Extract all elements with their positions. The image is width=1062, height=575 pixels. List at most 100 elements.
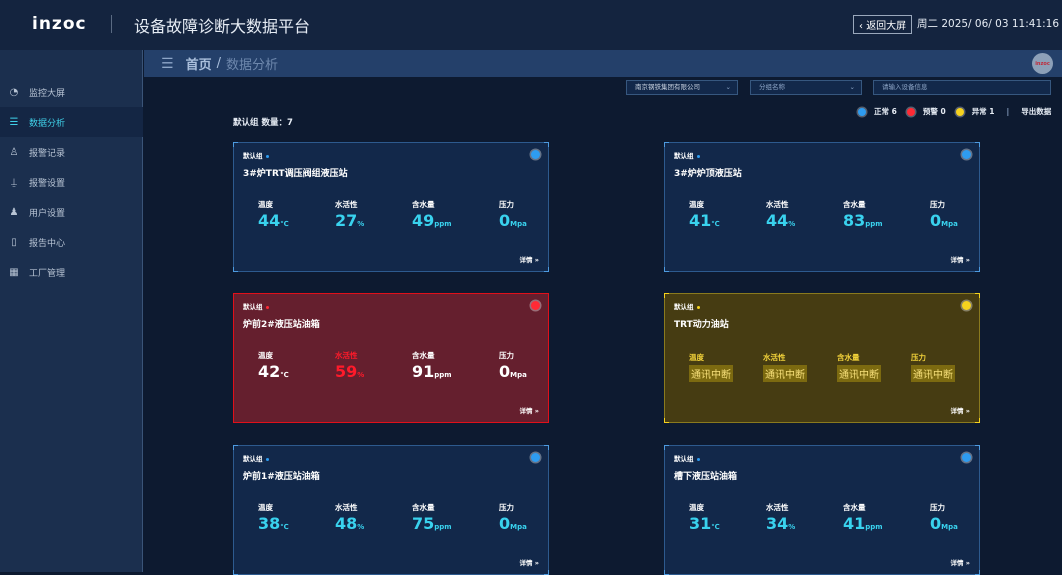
- metric: 温度 44℃: [258, 199, 338, 230]
- metric-unit: ppm: [434, 523, 452, 531]
- user-icon: ♟: [9, 206, 19, 218]
- device-card[interactable]: 默认组 槽下液压站油箱 温度 31℃ 水活性 34% 含水量 41ppm 压力 …: [664, 445, 980, 575]
- breadcrumb-home[interactable]: 首页: [185, 58, 212, 73]
- legend-warning: 预警 0: [922, 107, 946, 116]
- details-link[interactable]: 详情 »: [950, 559, 970, 567]
- avatar[interactable]: inzoc: [1032, 53, 1053, 74]
- metric: 含水量 49ppm: [412, 199, 492, 230]
- metric-unit: ℃: [711, 523, 720, 531]
- metric-value: 0Mpa: [499, 211, 527, 230]
- corner-decoration: [544, 445, 549, 450]
- details-link[interactable]: 详情 »: [519, 559, 539, 567]
- sidebar-item-3[interactable]: ⍊ 报警设置: [0, 167, 143, 197]
- metric: 温度 38℃: [258, 502, 338, 533]
- device-card[interactable]: 默认组 炉前1#液压站油箱 温度 38℃ 水活性 48% 含水量 75ppm 压…: [233, 445, 549, 575]
- metric-unit: %: [357, 220, 365, 228]
- device-search-input[interactable]: 请输入设备信息: [873, 80, 1051, 95]
- sidebar-item-6[interactable]: ▦ 工厂管理: [0, 257, 143, 287]
- export-data-button[interactable]: 导出数据: [1021, 107, 1052, 116]
- metric-value: 通讯中断: [911, 365, 955, 382]
- corner-decoration: [233, 418, 238, 423]
- status-dot-icon: [531, 453, 540, 462]
- dashboard-icon: ◔: [9, 86, 19, 98]
- metric-label: 水活性: [763, 353, 786, 362]
- metric-unit: ℃: [280, 523, 289, 531]
- metric-unit: Mpa: [510, 371, 527, 379]
- company-value: 南京钢铁集团有限公司: [635, 83, 700, 91]
- metric: 压力 0Mpa: [499, 199, 579, 230]
- sidebar-item-5[interactable]: ▯ 报告中心: [0, 227, 143, 257]
- metric: 含水量 通讯中断: [837, 352, 917, 382]
- metric-label: 水活性: [335, 503, 358, 512]
- metric: 水活性 34%: [766, 502, 846, 533]
- device-card[interactable]: 默认组 炉前2#液压站油箱 温度 42℃ 水活性 59% 含水量 91ppm 压…: [233, 293, 549, 423]
- sidebar-item-1[interactable]: ☰ 数据分析: [0, 107, 143, 137]
- details-link[interactable]: 详情 »: [519, 256, 539, 264]
- report-icon: ▯: [11, 236, 17, 248]
- chevron-down-icon: ⌄: [849, 83, 855, 91]
- details-link[interactable]: 详情 »: [950, 256, 970, 264]
- details-link[interactable]: 详情 »: [519, 407, 539, 415]
- metric-label: 压力: [930, 200, 945, 209]
- metric-label: 含水量: [412, 503, 435, 512]
- datetime: 周二 2025/ 06/ 03 11:41:16: [917, 18, 1060, 30]
- status-dot-icon: [531, 301, 540, 310]
- sidebar-item-4[interactable]: ♟ 用户设置: [0, 197, 143, 227]
- metric-value: 通讯中断: [689, 365, 733, 382]
- header-divider: [111, 15, 112, 33]
- metric-unit: ppm: [865, 220, 883, 228]
- back-label: 返回大屏: [866, 21, 907, 32]
- metric: 温度 通讯中断: [689, 352, 769, 382]
- metric-unit: Mpa: [510, 220, 527, 228]
- back-to-dashboard-button[interactable]: ‹ 返回大屏: [853, 15, 913, 34]
- metric-unit: ppm: [865, 523, 883, 531]
- analysis-icon: ☰: [9, 116, 19, 128]
- metric-unit: %: [357, 371, 365, 379]
- legend-normal: 正常 6: [874, 107, 897, 116]
- group-label: 默认组: [674, 150, 700, 160]
- corner-decoration: [544, 570, 549, 575]
- metric-label: 温度: [689, 200, 704, 209]
- company-select[interactable]: 南京钢铁集团有限公司 ⌄: [626, 80, 738, 95]
- device-card[interactable]: 默认组 3#炉炉顶液压站 温度 41℃ 水活性 44% 含水量 83ppm 压力…: [664, 142, 980, 272]
- corner-decoration: [664, 445, 669, 450]
- metric-label: 含水量: [412, 200, 435, 209]
- metric-value: 41℃: [689, 211, 720, 230]
- menu-collapse-icon[interactable]: ☰: [161, 55, 174, 72]
- sidebar-item-0[interactable]: ◔ 监控大屏: [0, 77, 143, 107]
- metric: 水活性 44%: [766, 199, 846, 230]
- sidebar-item-label: 报警记录: [29, 148, 66, 159]
- metric-value: 27%: [335, 211, 365, 230]
- metric-label: 压力: [499, 503, 514, 512]
- status-dot-icon: [962, 453, 971, 462]
- group-label: 默认组: [243, 150, 269, 160]
- metric-value: 34%: [766, 514, 796, 533]
- status-legend: 正常 6 预警 0 异常 1 | 导出数据: [858, 106, 1051, 117]
- corner-decoration: [664, 267, 669, 272]
- corner-decoration: [975, 418, 980, 423]
- metric-label: 含水量: [843, 200, 866, 209]
- metric: 水活性 通讯中断: [763, 352, 843, 382]
- top-header: inzoc 设备故障诊断大数据平台 ‹ 返回大屏 周二 2025/ 06/ 03…: [0, 0, 1062, 50]
- details-link[interactable]: 详情 »: [950, 407, 970, 415]
- metric: 含水量 75ppm: [412, 502, 492, 533]
- device-card[interactable]: 默认组 TRT动力油站 温度 通讯中断 水活性 通讯中断 含水量 通讯中断 压力…: [664, 293, 980, 423]
- metric-label: 含水量: [843, 503, 866, 512]
- metric-value: 38℃: [258, 514, 289, 533]
- sidebar-item-2[interactable]: ♙ 报警记录: [0, 137, 143, 167]
- corner-decoration: [233, 445, 238, 450]
- metric-unit: ℃: [711, 220, 720, 228]
- sidebar-item-label: 监控大屏: [29, 88, 66, 99]
- group-count: 默认组 数量：7: [233, 118, 293, 128]
- metric: 水活性 48%: [335, 502, 415, 533]
- breadcrumb: ☰ 首页 / 数据分析: [144, 50, 1062, 77]
- metric: 温度 42℃: [258, 350, 338, 381]
- metric-value: 0Mpa: [499, 514, 527, 533]
- device-name: TRT动力油站: [674, 320, 729, 330]
- group-label: 默认组: [243, 453, 269, 463]
- corner-decoration: [664, 142, 669, 147]
- bell-setting-icon: ⍊: [11, 176, 17, 188]
- group-select[interactable]: 分组名称 ⌄: [750, 80, 862, 95]
- grid-icon: ▦: [9, 266, 19, 278]
- device-card[interactable]: 默认组 3#炉TRT调压阀组液压站 温度 44℃ 水活性 27% 含水量 49p…: [233, 142, 549, 272]
